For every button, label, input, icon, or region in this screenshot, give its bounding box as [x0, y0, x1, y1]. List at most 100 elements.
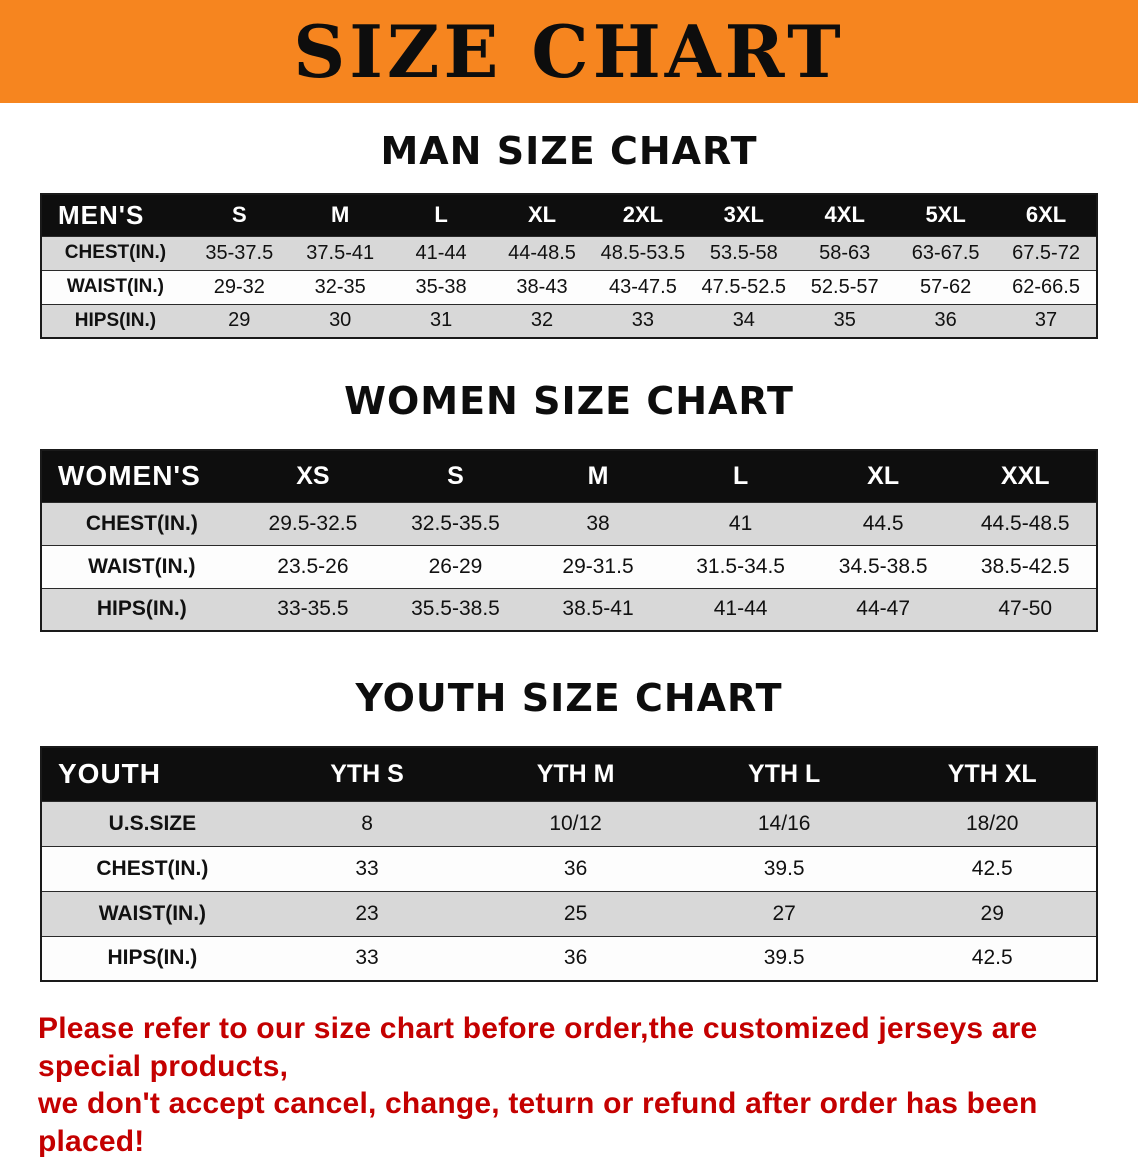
youth-size-value-cell: 29: [888, 891, 1097, 937]
women-row-label: WAIST(IN.): [41, 545, 242, 589]
men-size-value-cell: 57-62: [895, 270, 997, 305]
men-size-value-cell: 43-47.5: [592, 270, 694, 305]
women-table-title: WOMEN'S: [41, 450, 242, 503]
youth-size-value-cell: 8: [262, 801, 472, 847]
youth-size-value-cell: 42.5: [888, 936, 1097, 982]
men-size-value-cell: 53.5-58: [693, 236, 795, 271]
women-size-value-cell: 41-44: [669, 588, 812, 632]
youth-table-title: YOUTH: [41, 747, 263, 802]
youth-size-table: YOUTH YTH S YTH M YTH L YTH XL U.S.SIZE 8 10/12…: [40, 746, 1098, 982]
youth-row-label: HIPS(IN.): [41, 936, 263, 982]
women-section-heading: WOMEN SIZE CHART: [344, 379, 794, 423]
footer-note: Please refer to our size chart before or…: [38, 1010, 1118, 1160]
men-size-value-cell: 32: [491, 304, 593, 339]
men-size-table: MEN'S S M L XL 2XL 3XL 4XL 5XL 6XL CHEST(IN.) 35-37…: [40, 193, 1098, 339]
youth-column-header: YTH M: [471, 747, 680, 802]
youth-section-heading: YOUTH SIZE CHART: [355, 676, 783, 720]
women-size-value-cell: 35.5-38.5: [384, 588, 527, 632]
men-size-value-cell: 29: [188, 304, 290, 339]
men-column-header: L: [390, 194, 492, 237]
women-column-header: XL: [811, 450, 955, 503]
women-size-value-cell: 29.5-32.5: [241, 502, 385, 546]
women-size-value-cell: 33-35.5: [241, 588, 385, 632]
youth-size-value-cell: 39.5: [679, 936, 889, 982]
youth-size-value-cell: 18/20: [888, 801, 1097, 847]
men-size-value-cell: 35: [794, 304, 896, 339]
men-size-value-cell: 31: [390, 304, 492, 339]
men-column-header: 4XL: [794, 194, 896, 237]
men-size-value-cell: 47.5-52.5: [693, 270, 795, 305]
women-size-value-cell: 34.5-38.5: [811, 545, 955, 589]
youth-size-value-cell: 23: [262, 891, 472, 937]
men-size-value-cell: 32-35: [289, 270, 391, 305]
footer-note-line-1: Please refer to our size chart before or…: [38, 1012, 1038, 1083]
men-column-header: 2XL: [592, 194, 694, 237]
size-chart-sections: MAN SIZE CHART MEN'S S M L XL 2XL 3XL 4XL 5XL 6XL C…: [0, 129, 1138, 982]
men-row-label: HIPS(IN.): [41, 304, 189, 339]
women-size-table: WOMEN'S XS S M L XL XXL CHEST(IN.) 29.5-32.5 32.5…: [40, 449, 1098, 632]
men-size-value-cell: 30: [289, 304, 391, 339]
men-size-value-cell: 67.5-72: [996, 236, 1097, 271]
women-size-value-cell: 26-29: [384, 545, 527, 589]
women-column-header: L: [669, 450, 812, 503]
women-size-value-cell: 31.5-34.5: [669, 545, 812, 589]
men-size-value-cell: 41-44: [390, 236, 492, 271]
youth-column-header: YTH L: [679, 747, 889, 802]
youth-row-label: CHEST(IN.): [41, 846, 263, 892]
men-column-header: M: [289, 194, 391, 237]
footer-note-line-2: we don't accept cancel, change, teturn o…: [38, 1087, 1038, 1158]
youth-size-value-cell: 42.5: [888, 846, 1097, 892]
men-table-row: CHEST(IN.) 35-37.5 37.5-41 41-44 44-48.5 48.5…: [41, 236, 1097, 271]
men-size-value-cell: 37: [996, 304, 1097, 339]
youth-column-header: YTH XL: [888, 747, 1097, 802]
youth-size-value-cell: 33: [262, 846, 472, 892]
women-row-label: HIPS(IN.): [41, 588, 242, 632]
men-size-value-cell: 58-63: [794, 236, 896, 271]
youth-table-row: CHEST(IN.) 33 36 39.5 42.5: [41, 846, 1097, 892]
youth-size-value-cell: 39.5: [679, 846, 889, 892]
women-size-value-cell: 38: [526, 502, 670, 546]
men-size-value-cell: 35-37.5: [188, 236, 290, 271]
youth-row-label: U.S.SIZE: [41, 801, 263, 847]
men-table-title: MEN'S: [41, 194, 189, 237]
women-table-row: WAIST(IN.) 23.5-26 26-29 29-31.5 31.5-34.5 34…: [41, 545, 1097, 589]
women-table-row: HIPS(IN.) 33-35.5 35.5-38.5 38.5-41 41-44 44-…: [41, 588, 1097, 632]
youth-size-value-cell: 36: [471, 936, 680, 982]
women-column-header: XS: [241, 450, 385, 503]
youth-column-header: YTH S: [262, 747, 472, 802]
men-size-value-cell: 36: [895, 304, 997, 339]
men-column-header: 5XL: [895, 194, 997, 237]
men-size-value-cell: 29-32: [188, 270, 290, 305]
youth-table-header-row: YOUTH YTH S YTH M YTH L YTH XL: [41, 747, 1097, 802]
women-table-row: CHEST(IN.) 29.5-32.5 32.5-35.5 38 41 44.5 44.5…: [41, 502, 1097, 546]
men-size-value-cell: 34: [693, 304, 795, 339]
men-size-section: MAN SIZE CHART MEN'S S M L XL 2XL 3XL 4XL 5XL 6XL C…: [0, 129, 1138, 339]
women-size-value-cell: 47-50: [954, 588, 1097, 632]
women-size-value-cell: 38.5-42.5: [954, 545, 1097, 589]
men-column-header: S: [188, 194, 290, 237]
youth-size-value-cell: 25: [471, 891, 680, 937]
men-column-header: XL: [491, 194, 593, 237]
men-size-value-cell: 38-43: [491, 270, 593, 305]
men-row-label: CHEST(IN.): [41, 236, 189, 271]
men-size-value-cell: 44-48.5: [491, 236, 593, 271]
youth-size-value-cell: 10/12: [471, 801, 680, 847]
men-row-label: WAIST(IN.): [41, 270, 189, 305]
men-size-value-cell: 33: [592, 304, 694, 339]
men-size-value-cell: 62-66.5: [996, 270, 1097, 305]
women-column-header: S: [384, 450, 527, 503]
women-size-value-cell: 38.5-41: [526, 588, 670, 632]
youth-size-section: YOUTH SIZE CHART YOUTH YTH S YTH M YTH L YTH …: [0, 676, 1138, 982]
women-size-value-cell: 41: [669, 502, 812, 546]
youth-table-row: HIPS(IN.) 33 36 39.5 42.5: [41, 936, 1097, 982]
women-size-value-cell: 23.5-26: [241, 545, 385, 589]
size-chart-banner: SIZE CHART: [0, 0, 1138, 103]
banner-title: SIZE CHART: [293, 8, 845, 94]
women-size-value-cell: 29-31.5: [526, 545, 670, 589]
women-row-label: CHEST(IN.): [41, 502, 242, 546]
men-section-heading: MAN SIZE CHART: [380, 129, 758, 173]
men-size-value-cell: 52.5-57: [794, 270, 896, 305]
women-table-header-row: WOMEN'S XS S M L XL XXL: [41, 450, 1097, 503]
men-size-value-cell: 48.5-53.5: [592, 236, 694, 271]
youth-size-value-cell: 33: [262, 936, 472, 982]
